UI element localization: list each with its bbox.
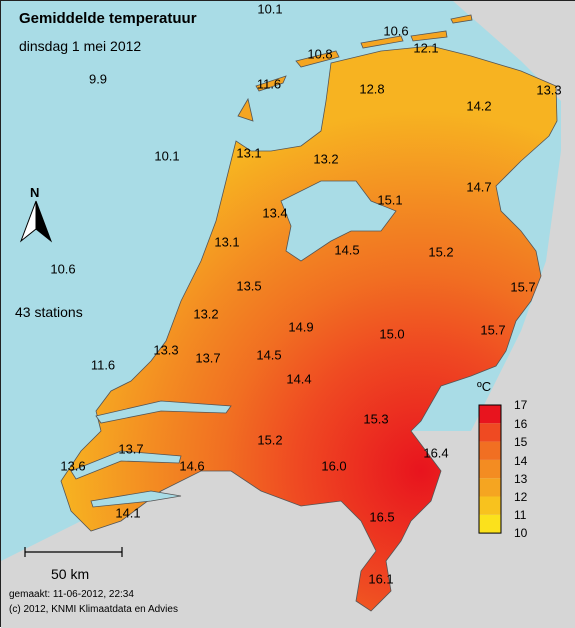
north-arrow-icon <box>19 200 53 243</box>
legend-swatch <box>479 441 501 460</box>
footer-copyright: (c) 2012, KNMI Klimaatdata en Advies <box>9 604 178 615</box>
legend-swatch <box>479 514 501 534</box>
station-value: 16.5 <box>369 509 395 525</box>
station-value: 13.5 <box>236 278 262 294</box>
station-value: 14.7 <box>466 179 492 195</box>
station-value: 14.6 <box>179 458 205 474</box>
ijsselmeer <box>280 180 397 262</box>
station-value: 13.2 <box>193 306 219 322</box>
legend-swatch <box>479 423 501 442</box>
legend-tick: 15 <box>514 435 528 449</box>
legend-swatch <box>479 496 501 515</box>
station-value: 13.6 <box>60 458 86 474</box>
sea-value: 10.1 <box>257 1 283 17</box>
station-value: 14.1 <box>115 505 141 521</box>
station-value: 13.1 <box>236 145 262 161</box>
scale-label: 50 km <box>51 566 90 582</box>
sea-value: 11.6 <box>90 357 116 373</box>
sea-value: 10.8 <box>307 46 333 62</box>
legend-swatch <box>479 459 501 479</box>
legend-tick: 14 <box>514 454 528 468</box>
legend-tick: 17 <box>514 398 528 412</box>
station-value: 13.7 <box>118 441 144 457</box>
sea-value: 11.6 <box>256 76 282 92</box>
legend-swatch <box>479 478 501 497</box>
station-value: 13.3 <box>153 342 179 358</box>
legend-tick: 12 <box>514 490 528 504</box>
station-value: 13.2 <box>313 151 339 167</box>
station-value: 14.5 <box>334 242 360 258</box>
legend-tick: 16 <box>514 417 528 431</box>
station-value: 13.7 <box>195 350 221 366</box>
stations-count: 43 stations <box>15 304 83 320</box>
station-value: 14.5 <box>256 347 282 363</box>
station-value: 15.3 <box>363 411 389 427</box>
legend-tick: 11 <box>514 508 527 522</box>
station-value: 13.3 <box>536 82 562 98</box>
station-value: 16.1 <box>368 571 394 587</box>
station-value: 14.9 <box>288 319 314 335</box>
station-value: 16.4 <box>423 445 449 461</box>
station-value: 14.4 <box>286 371 312 387</box>
legend-tick: 13 <box>514 472 528 486</box>
map-title: Gemiddelde temperatuur <box>19 10 197 27</box>
station-value: 15.7 <box>510 279 536 295</box>
scale-bar <box>24 547 123 557</box>
legend-swatch <box>479 405 501 424</box>
sea-value: 10.6 <box>383 23 409 39</box>
station-value: 15.1 <box>377 192 403 208</box>
delta-water <box>70 400 232 508</box>
station-value: 15.2 <box>428 244 454 260</box>
netherlands-land <box>60 45 558 612</box>
legend-colorbar <box>478 404 502 534</box>
legend-unit: ºC <box>477 379 492 394</box>
station-value: 12.1 <box>413 40 439 56</box>
station-value: 16.0 <box>321 458 347 474</box>
station-value: 15.7 <box>480 322 506 338</box>
station-value: 14.2 <box>466 98 492 114</box>
legend-border <box>478 404 502 534</box>
station-value: 12.8 <box>359 81 385 97</box>
station-value: 13.4 <box>262 205 288 221</box>
station-value: 13.1 <box>214 234 240 250</box>
map-subtitle: dinsdag 1 mei 2012 <box>19 38 142 54</box>
station-value: 15.2 <box>257 432 283 448</box>
sea-value: 10.6 <box>50 261 76 277</box>
sea-value: 10.1 <box>154 148 180 164</box>
north-label: N <box>30 185 40 200</box>
wadden-islands <box>237 14 473 122</box>
sea-value: 9.9 <box>88 71 108 87</box>
footer-made: gemaakt: 11-06-2012, 22:34 <box>9 589 134 600</box>
station-value: 15.0 <box>379 326 405 342</box>
legend-tick: 10 <box>514 526 528 540</box>
